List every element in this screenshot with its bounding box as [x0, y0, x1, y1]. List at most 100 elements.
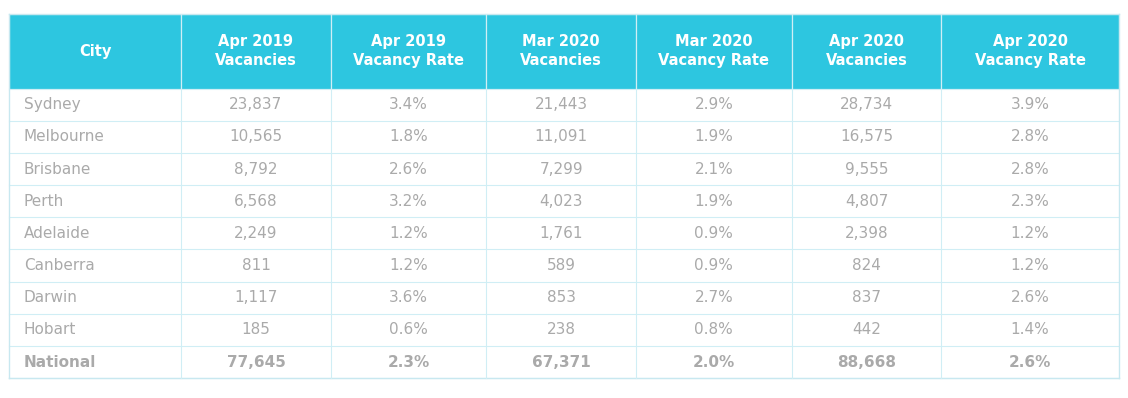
Text: 238: 238 [547, 322, 575, 338]
Text: 1.8%: 1.8% [389, 129, 428, 144]
Text: 1.2%: 1.2% [389, 226, 428, 241]
FancyBboxPatch shape [636, 121, 792, 153]
FancyBboxPatch shape [182, 89, 331, 121]
FancyBboxPatch shape [792, 121, 942, 153]
FancyBboxPatch shape [486, 282, 636, 314]
FancyBboxPatch shape [486, 14, 636, 89]
FancyBboxPatch shape [636, 89, 792, 121]
Text: 3.2%: 3.2% [389, 194, 428, 209]
FancyBboxPatch shape [942, 250, 1119, 282]
FancyBboxPatch shape [636, 185, 792, 217]
Text: Apr 2019
Vacancies: Apr 2019 Vacancies [215, 34, 297, 68]
FancyBboxPatch shape [792, 14, 942, 89]
Text: City: City [79, 44, 112, 59]
Text: 1.9%: 1.9% [695, 129, 733, 144]
Text: Apr 2019
Vacancy Rate: Apr 2019 Vacancy Rate [353, 34, 464, 68]
Text: Perth: Perth [24, 194, 64, 209]
FancyBboxPatch shape [331, 314, 486, 346]
FancyBboxPatch shape [182, 14, 331, 89]
Text: 8,792: 8,792 [235, 162, 277, 176]
FancyBboxPatch shape [792, 89, 942, 121]
FancyBboxPatch shape [9, 185, 182, 217]
FancyBboxPatch shape [486, 346, 636, 378]
FancyBboxPatch shape [636, 153, 792, 185]
FancyBboxPatch shape [636, 217, 792, 250]
FancyBboxPatch shape [942, 14, 1119, 89]
FancyBboxPatch shape [792, 282, 942, 314]
Text: 2.6%: 2.6% [1011, 290, 1050, 305]
Text: 2,398: 2,398 [845, 226, 888, 241]
FancyBboxPatch shape [792, 250, 942, 282]
FancyBboxPatch shape [182, 153, 331, 185]
Text: 1,117: 1,117 [235, 290, 277, 305]
Text: 0.9%: 0.9% [695, 226, 733, 241]
FancyBboxPatch shape [792, 153, 942, 185]
Text: 88,668: 88,668 [837, 355, 896, 369]
Text: 0.9%: 0.9% [695, 258, 733, 273]
FancyBboxPatch shape [331, 250, 486, 282]
FancyBboxPatch shape [9, 250, 182, 282]
FancyBboxPatch shape [9, 314, 182, 346]
Text: 853: 853 [547, 290, 575, 305]
FancyBboxPatch shape [792, 346, 942, 378]
Text: 28,734: 28,734 [840, 97, 893, 112]
FancyBboxPatch shape [182, 217, 331, 250]
Text: Mar 2020
Vacancy Rate: Mar 2020 Vacancy Rate [659, 34, 769, 68]
Text: 23,837: 23,837 [229, 97, 283, 112]
FancyBboxPatch shape [9, 217, 182, 250]
Text: Brisbane: Brisbane [24, 162, 91, 176]
Text: 2.0%: 2.0% [693, 355, 735, 369]
FancyBboxPatch shape [636, 282, 792, 314]
Text: 21,443: 21,443 [535, 97, 588, 112]
FancyBboxPatch shape [942, 346, 1119, 378]
FancyBboxPatch shape [331, 153, 486, 185]
Text: 1.2%: 1.2% [1011, 226, 1049, 241]
Text: 3.9%: 3.9% [1011, 97, 1050, 112]
Text: Apr 2020
Vacancy Rate: Apr 2020 Vacancy Rate [975, 34, 1085, 68]
FancyBboxPatch shape [486, 153, 636, 185]
Text: 811: 811 [241, 258, 271, 273]
FancyBboxPatch shape [636, 314, 792, 346]
Text: 2.8%: 2.8% [1011, 129, 1049, 144]
FancyBboxPatch shape [182, 121, 331, 153]
FancyBboxPatch shape [331, 282, 486, 314]
Text: 2.6%: 2.6% [389, 162, 428, 176]
FancyBboxPatch shape [182, 250, 331, 282]
Text: 2.6%: 2.6% [1008, 355, 1051, 369]
FancyBboxPatch shape [486, 217, 636, 250]
Text: 1,761: 1,761 [539, 226, 583, 241]
FancyBboxPatch shape [486, 89, 636, 121]
FancyBboxPatch shape [331, 14, 486, 89]
FancyBboxPatch shape [792, 185, 942, 217]
Text: Canberra: Canberra [24, 258, 95, 273]
FancyBboxPatch shape [942, 282, 1119, 314]
Text: 1.2%: 1.2% [1011, 258, 1049, 273]
Text: Hobart: Hobart [24, 322, 76, 338]
Text: 4,023: 4,023 [539, 194, 583, 209]
Text: 2.1%: 2.1% [695, 162, 733, 176]
FancyBboxPatch shape [942, 314, 1119, 346]
Text: 2.8%: 2.8% [1011, 162, 1049, 176]
Text: 185: 185 [241, 322, 271, 338]
Text: 442: 442 [852, 322, 881, 338]
Text: 0.8%: 0.8% [695, 322, 733, 338]
FancyBboxPatch shape [182, 314, 331, 346]
FancyBboxPatch shape [182, 346, 331, 378]
FancyBboxPatch shape [9, 14, 182, 89]
FancyBboxPatch shape [331, 346, 486, 378]
Text: Darwin: Darwin [24, 290, 78, 305]
Text: 3.6%: 3.6% [389, 290, 429, 305]
FancyBboxPatch shape [486, 185, 636, 217]
Text: 2.3%: 2.3% [1011, 194, 1050, 209]
FancyBboxPatch shape [942, 153, 1119, 185]
Text: Adelaide: Adelaide [24, 226, 90, 241]
Text: 2,249: 2,249 [235, 226, 277, 241]
FancyBboxPatch shape [182, 282, 331, 314]
FancyBboxPatch shape [486, 121, 636, 153]
FancyBboxPatch shape [636, 14, 792, 89]
FancyBboxPatch shape [331, 121, 486, 153]
Text: 10,565: 10,565 [229, 129, 282, 144]
Text: 16,575: 16,575 [840, 129, 893, 144]
Text: 67,371: 67,371 [531, 355, 591, 369]
FancyBboxPatch shape [942, 121, 1119, 153]
